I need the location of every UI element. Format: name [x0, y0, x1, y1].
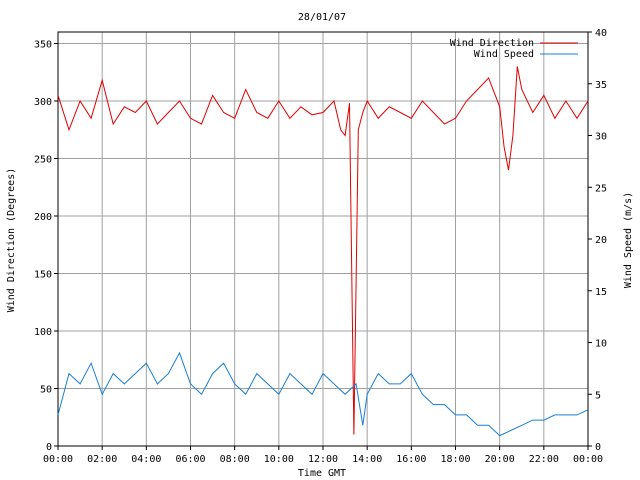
y-right-tick-label: 0 [595, 442, 601, 453]
x-tick-label: 20:00 [485, 454, 515, 465]
y-right-tick-label: 20 [595, 235, 607, 246]
y-right-axis-label: Wind Speed (m/s) [623, 192, 634, 288]
y-right-tick-label: 15 [595, 287, 607, 298]
y-right-tick-label: 30 [595, 132, 607, 143]
legend-label-wind-direction: Wind Direction [450, 38, 534, 49]
chart-title: 28/01/07 [298, 12, 346, 23]
x-tick-label: 12:00 [308, 454, 338, 465]
y-left-tick-label: 300 [34, 97, 52, 108]
y-right-tick-label: 10 [595, 339, 607, 350]
x-tick-label: 04:00 [131, 454, 161, 465]
x-tick-label: 18:00 [440, 454, 470, 465]
x-tick-label: 10:00 [264, 454, 294, 465]
y-right-tick-label: 40 [595, 28, 607, 39]
x-tick-label: 22:00 [529, 454, 559, 465]
x-tick-label: 08:00 [220, 454, 250, 465]
x-tick-label: 00:00 [573, 454, 603, 465]
y-left-tick-label: 200 [34, 212, 52, 223]
series-layer [57, 66, 589, 437]
y-left-tick-label: 100 [34, 327, 52, 338]
series-line-wind-speed [57, 351, 589, 437]
y-right-tick-label: 5 [595, 390, 601, 401]
x-tick-label: 16:00 [396, 454, 426, 465]
x-axis-label: Time GMT [298, 468, 346, 479]
x-tick-label: 02:00 [87, 454, 117, 465]
x-tick-label: 06:00 [175, 454, 205, 465]
y-right-axis-ticks: 0 5 10 15 20 25 30 35 40 [588, 28, 607, 453]
y-left-tick-label: 350 [34, 40, 52, 51]
y-left-tick-label: 150 [34, 270, 52, 281]
x-tick-label: 00:00 [43, 454, 73, 465]
y-right-tick-label: 35 [595, 80, 607, 91]
y-left-tick-label: 250 [34, 155, 52, 166]
series-line-wind-direction [57, 66, 589, 435]
x-tick-label: 14:00 [352, 454, 382, 465]
y-left-tick-label: 50 [40, 385, 52, 396]
y-left-tick-label: 0 [46, 442, 52, 453]
x-axis-ticks: 00:00 02:00 04:00 06:00 08:00 10:00 12:00 14:00… [43, 446, 603, 465]
legend: Wind Direction Wind Speed [450, 38, 578, 60]
legend-label-wind-speed: Wind Speed [474, 49, 534, 60]
y-left-axis-label: Wind Direction (Degrees) [6, 168, 17, 313]
grid-lines [58, 32, 588, 446]
y-right-tick-label: 25 [595, 183, 607, 194]
y-left-axis-ticks: 0 50 100 150 200 250 300 350 [34, 40, 58, 453]
